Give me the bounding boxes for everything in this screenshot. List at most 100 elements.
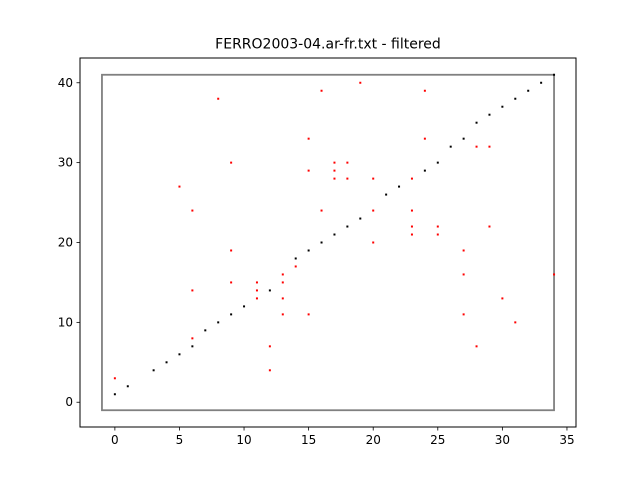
data-point — [307, 249, 310, 252]
data-point — [230, 313, 233, 316]
data-point — [230, 249, 233, 252]
data-point — [346, 177, 349, 180]
data-point — [372, 209, 375, 212]
y-tick-label: 10 — [58, 315, 73, 329]
data-point — [255, 281, 258, 284]
data-point — [346, 161, 349, 164]
data-point — [475, 145, 478, 148]
x-axis: 0 5 10 15 20 25 30 35 — [111, 427, 575, 447]
data-point — [255, 297, 258, 300]
data-point — [307, 169, 310, 172]
data-point — [346, 225, 349, 228]
data-point — [410, 233, 413, 236]
chart-title: FERRO2003-04.ar-fr.txt - filtered — [215, 37, 441, 53]
data-point — [255, 289, 258, 292]
data-point — [320, 89, 323, 92]
series-1 — [113, 81, 556, 380]
data-point — [217, 97, 220, 100]
data-point — [540, 81, 543, 84]
x-tick-label: 25 — [430, 433, 445, 447]
data-point — [410, 177, 413, 180]
data-point — [372, 177, 375, 180]
data-point — [320, 209, 323, 212]
data-point — [191, 337, 194, 340]
data-point — [385, 193, 388, 196]
data-point — [501, 297, 504, 300]
data-point — [436, 225, 439, 228]
x-tick-label: 30 — [495, 433, 510, 447]
data-point — [501, 105, 504, 108]
data-point — [553, 73, 556, 76]
data-point — [333, 233, 336, 236]
y-tick-label: 20 — [58, 236, 73, 250]
x-tick-label: 5 — [176, 433, 184, 447]
data-point — [514, 97, 517, 100]
data-point — [462, 313, 465, 316]
data-point — [191, 289, 194, 292]
data-point — [152, 369, 155, 372]
data-point — [423, 89, 426, 92]
x-tick-label: 0 — [111, 433, 119, 447]
data-point — [217, 321, 220, 324]
data-point — [462, 249, 465, 252]
data-point — [423, 137, 426, 140]
x-tick-label: 15 — [301, 433, 316, 447]
data-point — [307, 137, 310, 140]
data-point — [488, 113, 491, 116]
data-point — [449, 145, 452, 148]
data-point — [333, 177, 336, 180]
data-point — [527, 89, 530, 92]
data-point — [488, 145, 491, 148]
data-point — [191, 345, 194, 348]
y-axis: 0 10 20 30 40 — [58, 76, 80, 409]
data-point — [436, 161, 439, 164]
data-point — [436, 233, 439, 236]
data-point — [553, 273, 556, 276]
data-point — [178, 353, 181, 356]
y-tick-label: 30 — [58, 156, 73, 170]
data-point — [423, 169, 426, 172]
data-point — [307, 313, 310, 316]
data-point — [359, 217, 362, 220]
data-point — [488, 225, 491, 228]
plot-area — [101, 73, 556, 412]
data-point — [126, 385, 129, 388]
data-point — [410, 209, 413, 212]
data-point — [268, 345, 271, 348]
x-tick-label: 35 — [559, 433, 574, 447]
data-point — [294, 257, 297, 260]
x-tick-label: 20 — [366, 433, 381, 447]
data-point — [462, 273, 465, 276]
data-point — [243, 305, 246, 308]
data-point — [514, 321, 517, 324]
y-tick-label: 40 — [58, 76, 73, 90]
data-point — [410, 225, 413, 228]
data-point — [398, 185, 401, 188]
data-point — [475, 121, 478, 124]
series-0 — [113, 73, 556, 396]
frame-box — [101, 73, 555, 412]
data-point — [230, 161, 233, 164]
data-point — [178, 185, 181, 188]
data-point — [268, 289, 271, 292]
data-point — [475, 345, 478, 348]
data-point — [113, 377, 116, 380]
data-point — [372, 241, 375, 244]
data-point — [333, 169, 336, 172]
y-tick-label: 0 — [65, 395, 73, 409]
data-point — [281, 281, 284, 284]
x-tick-label: 10 — [236, 433, 251, 447]
data-point — [359, 81, 362, 84]
data-point — [191, 209, 194, 212]
data-point — [281, 273, 284, 276]
data-point — [462, 137, 465, 140]
data-point — [281, 313, 284, 316]
data-point — [281, 297, 284, 300]
data-point — [204, 329, 207, 332]
data-point — [113, 393, 116, 396]
data-point — [294, 265, 297, 268]
data-point — [320, 241, 323, 244]
data-point — [165, 361, 168, 364]
data-point — [333, 161, 336, 164]
